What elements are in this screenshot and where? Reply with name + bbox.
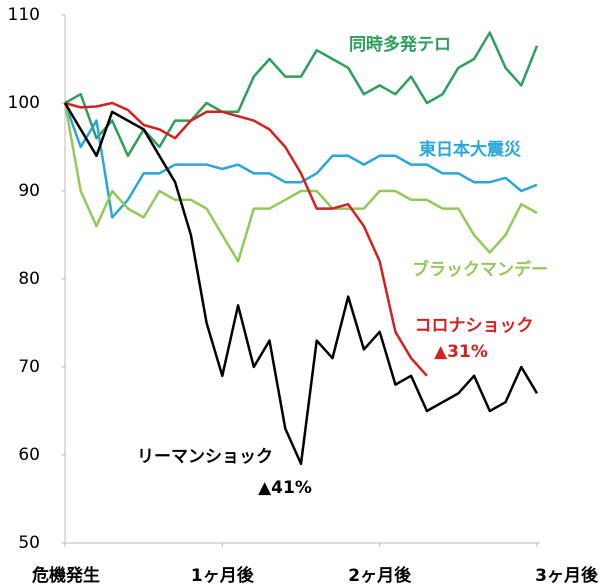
- series-label: コロナショック: [415, 316, 534, 336]
- x-tick-label: 3ヶ月後: [535, 565, 599, 586]
- y-tick-label: 70: [18, 357, 40, 377]
- y-tick-label: 60: [18, 445, 40, 465]
- series-line: [64, 31, 539, 158]
- annotation: ▲31%: [434, 342, 488, 362]
- y-tick-label: 100: [8, 93, 40, 113]
- y-tick-label: 110: [8, 5, 40, 25]
- series-line: [63, 102, 538, 219]
- series-line: [64, 101, 428, 377]
- series-label: 東日本大震災: [419, 139, 522, 160]
- annotation: ▲41%: [258, 478, 312, 498]
- series-label: 同時多発テロ: [349, 34, 451, 55]
- x-tick-label: 2ヶ月後: [348, 565, 412, 586]
- series-line: [63, 102, 539, 466]
- x-tick-label: 1ヶ月後: [191, 565, 255, 586]
- y-tick-label: 50: [18, 533, 40, 553]
- x-tick-label: 危機発生: [31, 565, 100, 586]
- series-line: [63, 102, 538, 263]
- series-label: リーマンショック: [137, 447, 273, 467]
- series-label: ブラックマンデー: [412, 259, 548, 280]
- y-tick-label: 90: [18, 181, 40, 201]
- y-tick-label: 80: [18, 269, 40, 289]
